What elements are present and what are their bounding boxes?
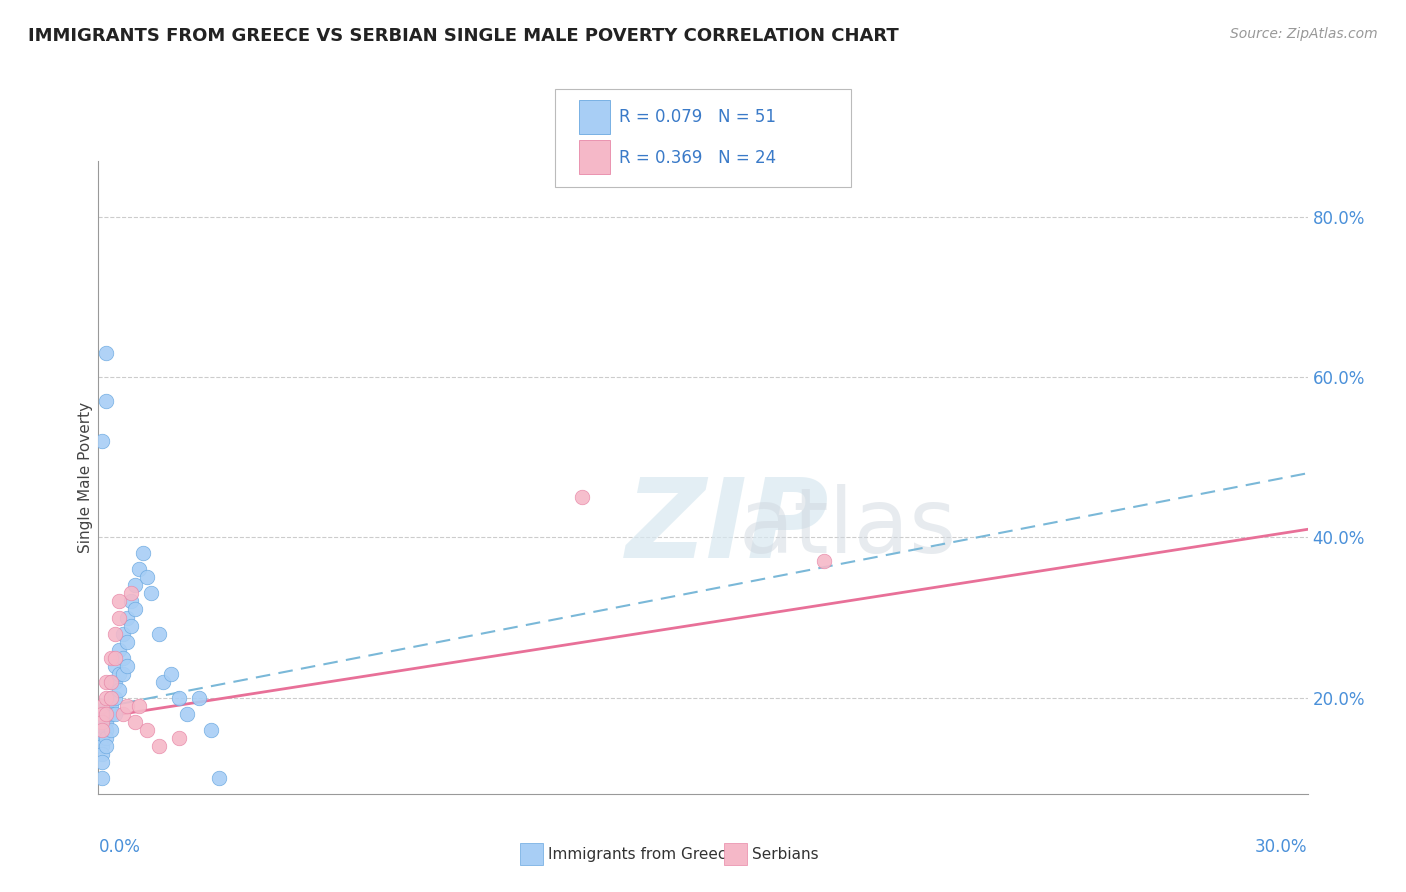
Point [96,674,118,689]
Point [96,723,118,737]
Point [571,490,593,504]
Point [91,755,114,769]
Point [91,747,114,761]
Point [100,690,122,705]
Point [91,706,114,721]
Point [91,731,114,745]
Point [103,650,125,665]
Point [132,546,155,560]
Point [103,658,125,673]
Point [96,714,118,729]
Point [111,666,134,681]
Point [120,586,142,600]
Point [148,739,170,753]
Text: 30.0%: 30.0% [1256,838,1308,856]
Point [100,723,122,737]
Text: 0.0%: 0.0% [98,838,141,856]
Point [96,346,118,360]
Point [96,690,118,705]
Text: IMMIGRANTS FROM GREECE VS SERBIAN SINGLE MALE POVERTY CORRELATION CHART: IMMIGRANTS FROM GREECE VS SERBIAN SINGLE… [28,27,898,45]
Point [188,690,211,705]
Point [91,714,114,729]
Point [96,698,118,713]
Text: atlas: atlas [740,483,957,572]
Point [124,578,146,592]
Point [100,674,122,689]
Point [96,394,118,409]
Point [91,723,114,737]
Text: Immigrants from Greece: Immigrants from Greece [548,847,737,862]
Point [148,626,170,640]
Point [160,666,183,681]
Point [91,706,114,721]
Point [103,674,125,689]
Point [115,634,138,648]
Point [135,723,157,737]
Point [100,690,122,705]
Point [128,698,150,713]
Point [139,586,162,600]
Text: R = 0.079   N = 51: R = 0.079 N = 51 [619,108,776,126]
Point [100,674,122,689]
Point [103,706,125,721]
Point [107,666,129,681]
Point [100,698,122,713]
Point [135,570,157,584]
Point [107,642,129,657]
Point [167,690,190,705]
Point [91,771,114,785]
Point [107,594,129,608]
Point [120,618,142,632]
Point [120,594,142,608]
Point [813,554,835,568]
Point [167,731,190,745]
Point [111,650,134,665]
Point [115,610,138,624]
Point [96,731,118,745]
Point [100,650,122,665]
Text: Source: ZipAtlas.com: Source: ZipAtlas.com [1230,27,1378,41]
Point [100,706,122,721]
Point [103,626,125,640]
Point [115,698,138,713]
Point [91,723,114,737]
Text: R = 0.369   N = 24: R = 0.369 N = 24 [619,149,776,167]
Point [128,562,150,576]
Point [91,714,114,729]
Point [111,706,134,721]
Point [96,739,118,753]
Point [107,610,129,624]
Point [124,602,146,616]
Point [124,714,146,729]
Point [91,698,114,713]
Point [103,690,125,705]
Point [176,706,198,721]
Y-axis label: Single Male Poverty: Single Male Poverty [77,401,93,553]
Text: Serbians: Serbians [752,847,818,862]
Point [115,658,138,673]
Text: ZIP: ZIP [626,475,830,582]
Point [91,434,114,449]
Point [200,723,222,737]
Point [96,706,118,721]
Point [208,771,231,785]
Point [152,674,174,689]
Point [111,626,134,640]
Point [96,706,118,721]
Point [107,682,129,697]
Point [91,739,114,753]
